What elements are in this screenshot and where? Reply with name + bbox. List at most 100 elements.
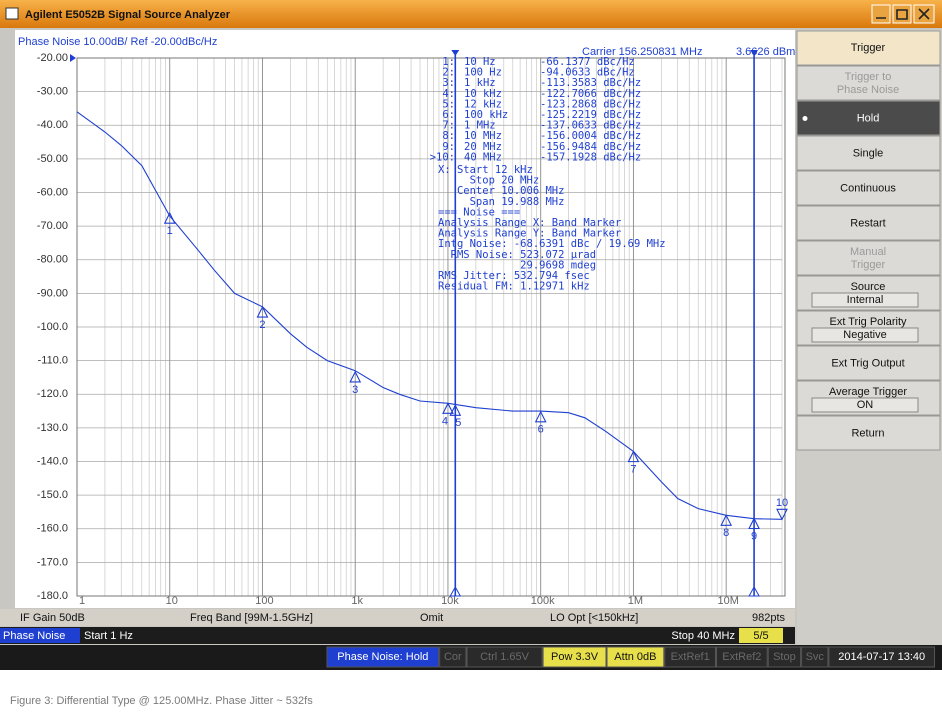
- softkey-label: Single: [853, 147, 884, 159]
- figure-caption: Figure 3: Differential Type @ 125.00MHz.…: [10, 695, 313, 707]
- y-tick-label: -110.0: [38, 355, 68, 367]
- window-title: Agilent E5052B Signal Source Analyzer: [25, 9, 231, 21]
- reference-pointer: [70, 54, 76, 62]
- status-item: Attn 0dB: [614, 651, 656, 663]
- softkey-value-box: [811, 327, 919, 343]
- softkey-label: Trigger to: [845, 71, 892, 83]
- x-tick-label: 100k: [531, 595, 555, 607]
- marker-index: 7:: [442, 120, 455, 132]
- marker: [349, 370, 362, 383]
- softkey-label: Manual: [850, 246, 886, 258]
- softkey-label: Restart: [850, 217, 885, 229]
- marker-number: 5: [455, 417, 461, 429]
- marker-number: 2: [259, 319, 265, 331]
- softkey-label: Phase Noise: [837, 84, 899, 96]
- softkey[interactable]: [796, 100, 941, 136]
- analysis-line: RMS Jitter: 532.794 fsec: [438, 270, 590, 282]
- trace-box: [739, 628, 783, 643]
- start-label: Start 1 Hz: [84, 630, 133, 642]
- status-field: 982pts: [752, 612, 786, 624]
- softkey[interactable]: [796, 135, 941, 171]
- marker-value: -137.0633 dBc/Hz: [540, 120, 641, 132]
- y-tick-label: -40.00: [37, 119, 68, 131]
- mode-highlight: [0, 628, 80, 643]
- y-tick-label: -90.00: [37, 287, 68, 299]
- y-tick-label: -130.0: [37, 422, 68, 434]
- marker: [776, 508, 788, 521]
- band-marker-top: [451, 50, 460, 56]
- minimize-button[interactable]: [871, 4, 891, 24]
- softkey-value: Internal: [847, 294, 884, 306]
- plot-panel: [15, 30, 795, 608]
- y-tick-label: -150.0: [37, 489, 68, 501]
- marker: [748, 517, 760, 530]
- y-tick-label: -80.00: [37, 254, 68, 266]
- marker-index: 6:: [442, 109, 455, 121]
- status-row: [0, 609, 795, 626]
- marker-frequency: 10 MHz: [464, 130, 502, 142]
- y-tick-label: -160.0: [37, 523, 68, 535]
- marker-frequency: 1 kHz: [464, 77, 496, 89]
- marker-value: -123.2868 dBc/Hz: [540, 98, 641, 110]
- marker-frequency: 10 Hz: [464, 56, 496, 68]
- marker-index: 2:: [442, 67, 455, 79]
- softkey-label: Average Trigger: [829, 386, 907, 398]
- y-tick-label: -100.0: [37, 321, 68, 333]
- softkey-value: Negative: [843, 329, 886, 341]
- marker-number: 3: [352, 384, 358, 396]
- softkey-value-box: [811, 292, 919, 308]
- analysis-line: Intg Noise: -68.6391 dBc / 19.69 MHz: [438, 238, 666, 250]
- marker-frequency: 100 kHz: [464, 109, 508, 121]
- sweep-row: [0, 627, 795, 644]
- y-tick-label: -140.0: [37, 455, 68, 467]
- marker-number: 10: [776, 497, 788, 509]
- marker: [720, 514, 733, 526]
- marker-number: 9: [751, 530, 757, 542]
- marker: [256, 305, 269, 318]
- marker: [163, 211, 176, 224]
- marker-frequency: 100 Hz: [464, 67, 502, 79]
- analysis-line: === Noise ===: [438, 206, 520, 218]
- marker-value: -156.9484 dBc/Hz: [540, 141, 641, 153]
- x-tick-label: 1k: [351, 595, 363, 607]
- softkey-label: Ext Trig Polarity: [829, 316, 907, 328]
- softkey[interactable]: [796, 415, 941, 451]
- softkey: [796, 65, 941, 101]
- marker-value: -156.0004 dBc/Hz: [540, 130, 641, 142]
- status-cell: [542, 646, 607, 668]
- marker-number: 4: [442, 415, 448, 427]
- marker-frequency: 40 MHz: [464, 151, 502, 163]
- y-tick-label: -170.0: [37, 556, 68, 568]
- trace: [76, 111, 783, 520]
- softkey[interactable]: [796, 205, 941, 241]
- softkey[interactable]: [796, 345, 941, 381]
- x-tick-label: 10: [166, 595, 178, 607]
- softkey-label: Source: [851, 281, 886, 293]
- softkey-label: Hold: [857, 112, 880, 124]
- analysis-line: Residual FM: 1.12971 kHz: [438, 281, 590, 293]
- analysis-line: RMS Noise: 523.072 µrad: [438, 249, 596, 261]
- marker-index: 8:: [442, 130, 455, 142]
- marker-frequency: 20 MHz: [464, 141, 502, 153]
- band-marker-bottom: [748, 585, 760, 597]
- status-item: Cor: [444, 651, 462, 663]
- softkey-value: ON: [857, 399, 874, 411]
- softkey: [796, 240, 941, 276]
- marker: [627, 450, 640, 463]
- carrier: Carrier 156.250831 MHz: [582, 46, 702, 58]
- marker-index: 5:: [442, 98, 455, 110]
- trace-header: Phase Noise 10.00dB/ Ref -20.00dBc/Hz: [18, 36, 217, 48]
- softkey[interactable]: [796, 170, 941, 206]
- status-cell: [326, 646, 440, 668]
- maximize-button[interactable]: [892, 4, 912, 24]
- softkey-label: Trigger: [851, 259, 886, 271]
- marker-number: 7: [630, 464, 636, 476]
- y-tick-label: -180.0: [37, 590, 68, 602]
- selected-dot: [802, 116, 808, 121]
- y-tick-label: -30.00: [37, 86, 68, 98]
- marker-index: 4:: [442, 88, 455, 100]
- x-tick-label: 1: [79, 595, 85, 607]
- status-cell: [439, 646, 467, 668]
- status-field: IF Gain 50dB: [20, 612, 85, 624]
- softkey-label: Return: [851, 427, 884, 439]
